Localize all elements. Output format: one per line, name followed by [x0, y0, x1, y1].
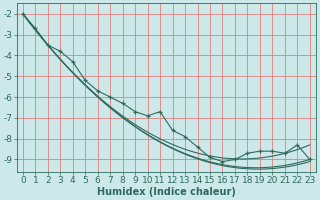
X-axis label: Humidex (Indice chaleur): Humidex (Indice chaleur)	[97, 187, 236, 197]
